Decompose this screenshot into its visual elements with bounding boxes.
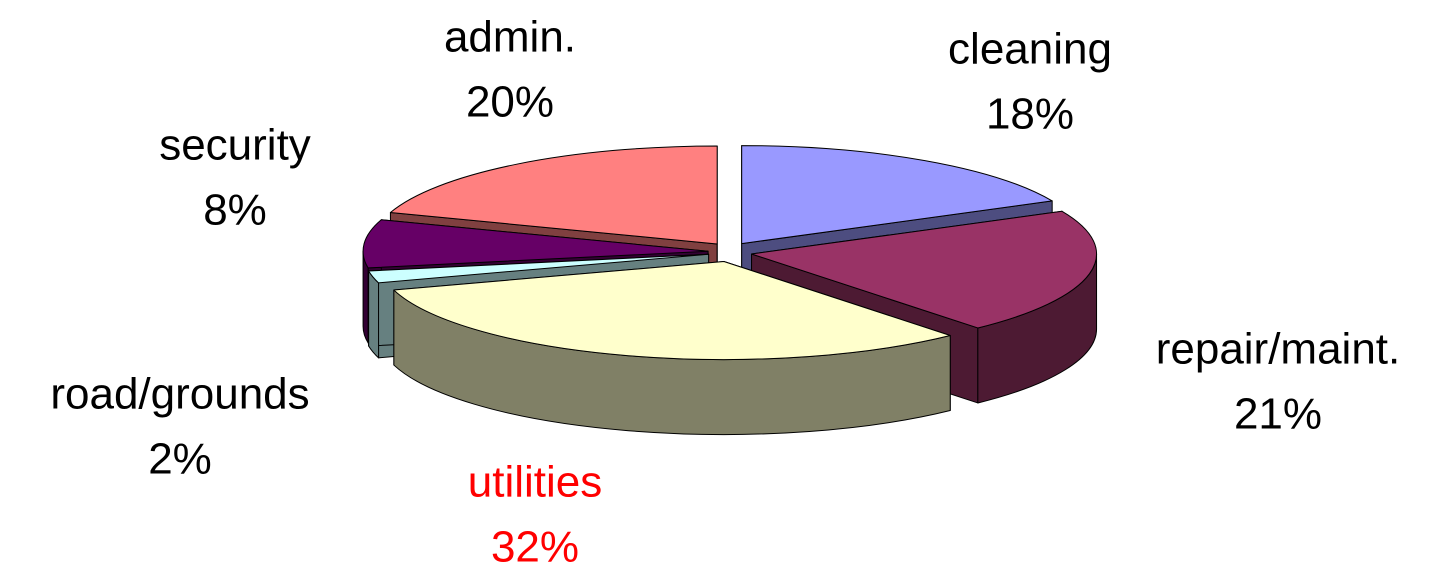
slice-category-label: repair/maint.: [1156, 325, 1401, 374]
slice-value-label: 20%: [466, 78, 554, 127]
slice-category-label: road/grounds: [50, 370, 309, 419]
slice-top: [751, 210, 1098, 329]
slice-top: [389, 145, 718, 245]
slice-top: [393, 261, 951, 361]
slice-value-label: 32%: [491, 523, 579, 570]
slice-value-label: 18%: [986, 90, 1074, 139]
slice-value-label: 2%: [148, 435, 212, 484]
pie-slice: [393, 261, 951, 436]
slice-category-label: cleaning: [948, 25, 1112, 74]
slice-value-label: 8%: [203, 186, 267, 235]
slice-category-label: utilities: [468, 458, 603, 507]
slice-side: [368, 270, 380, 359]
slice-category-label: security: [159, 121, 311, 170]
slice-top: [368, 253, 710, 284]
slice-category-label: admin.: [444, 13, 576, 62]
slice-top: [362, 219, 709, 269]
slice-top: [741, 145, 1053, 245]
slice-value-label: 21%: [1234, 390, 1322, 439]
